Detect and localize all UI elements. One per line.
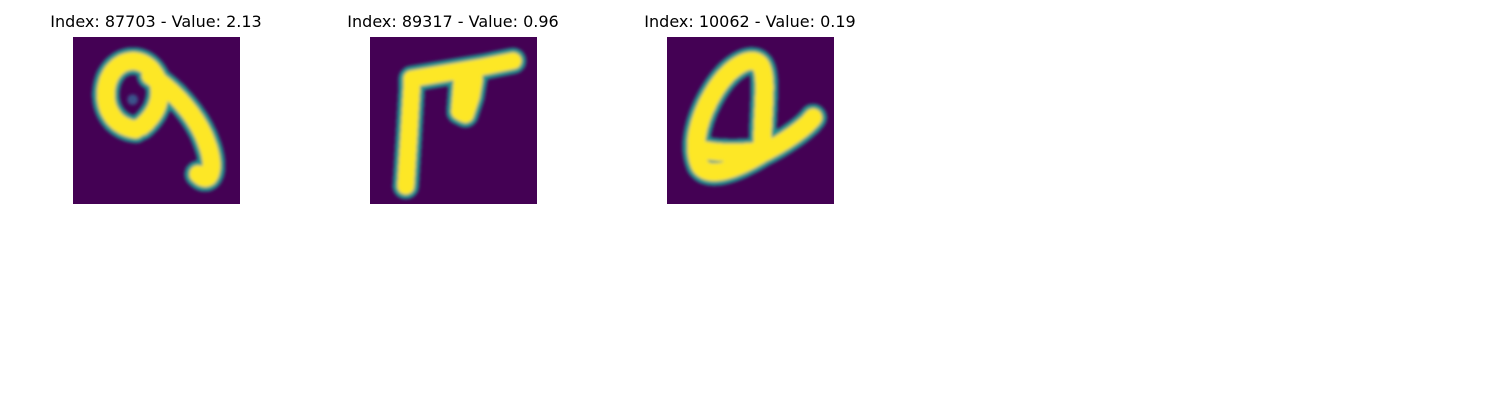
- panel-2-title: Index: 89317 - Value: 0.96: [347, 12, 559, 31]
- panel-1-digit-image: [73, 37, 240, 204]
- panel-3-title: Index: 10062 - Value: 0.19: [644, 12, 856, 31]
- panel-2-digit-image: [370, 37, 537, 204]
- panel-3-digit-image: [667, 37, 834, 204]
- panel-1-title: Index: 87703 - Value: 2.13: [50, 12, 262, 31]
